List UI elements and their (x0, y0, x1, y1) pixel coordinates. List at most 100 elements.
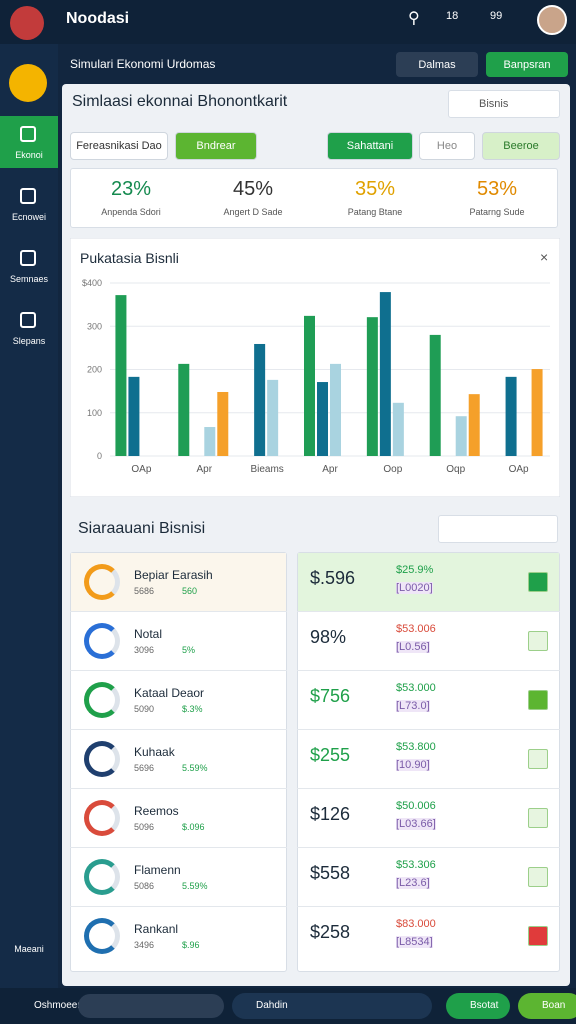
bar (304, 315, 315, 456)
bar (531, 369, 543, 456)
y-tick-label: $400 (82, 278, 102, 288)
dropdown[interactable]: Bisnis (448, 90, 560, 118)
breadcrumb: Simulari Ekonomi Urdomas (70, 57, 216, 71)
divider (70, 788, 287, 789)
divider (70, 670, 287, 671)
x-tick-label: Apr (197, 464, 213, 475)
gauge (84, 859, 120, 895)
row-top: $53.006 (396, 623, 436, 635)
bar (317, 382, 328, 456)
filter-button[interactable]: Bndrear (175, 132, 257, 160)
chart: Pukatasia Bisnli × $400 300 200 100 0 OAp Apr B… (70, 238, 560, 497)
footer-item[interactable]: Oshmoeen (34, 1000, 83, 1011)
bar (178, 363, 190, 456)
sidebar-item[interactable]: Ekonoi (0, 116, 58, 168)
dropdown[interactable] (438, 515, 558, 543)
header: Noodasi ⚲ 18 99 (0, 0, 576, 44)
filter-button[interactable]: Sahattani (327, 132, 413, 160)
x-tick-label: Oop (383, 464, 402, 475)
stat-label: Patang Btane (347, 207, 403, 217)
stat-value: 23% (110, 178, 152, 200)
footer-item[interactable]: Boan (518, 993, 576, 1019)
sidebar-icon (20, 250, 36, 266)
row-button[interactable] (528, 690, 548, 710)
footer-input[interactable] (78, 994, 224, 1018)
row-top: $53.306 (396, 859, 436, 871)
stat-label: Patarng Sude (469, 207, 525, 217)
y-tick-label: 0 (97, 451, 102, 461)
bar (204, 427, 216, 456)
sidebar-item[interactable]: Slepans (12, 336, 46, 346)
row-button[interactable] (528, 631, 548, 651)
sidebar-icon (20, 312, 36, 328)
section-title: Siaraauani Bisnisi (78, 520, 206, 537)
row-stat: $.096 (182, 822, 205, 832)
row-bottom: [L8534] (396, 936, 433, 948)
badge[interactable]: 18 (446, 10, 459, 22)
bar (379, 292, 391, 456)
row-name: Kataal Deaor (134, 686, 205, 700)
row-button[interactable] (528, 808, 548, 828)
bar (366, 317, 378, 456)
sidebar-logo (9, 64, 47, 102)
bar (115, 295, 127, 456)
divider (70, 906, 287, 907)
row-name: Flamenn (134, 863, 181, 877)
stat-value: 53% (476, 178, 518, 200)
row-name: Kuhaak (134, 745, 175, 759)
row-stat: 5086 (134, 881, 155, 891)
logo (10, 6, 44, 40)
row-value: $756 (310, 686, 351, 706)
avatar[interactable] (537, 5, 567, 35)
row-button[interactable] (528, 926, 548, 946)
row-stat: 5% (182, 645, 196, 655)
sidebar-item[interactable]: Maeani (14, 944, 44, 954)
row-bottom: [L0020] (396, 582, 433, 594)
row-button[interactable] (528, 572, 548, 592)
row-stat: 5696 (134, 763, 155, 773)
bar (468, 394, 480, 456)
row-value: $.596 (310, 568, 356, 588)
footer-item[interactable]: Bsotat (446, 993, 510, 1019)
sidebar-item[interactable]: Semnaes (9, 274, 49, 284)
divider (297, 729, 560, 730)
filter-button[interactable]: Beeroe (482, 132, 560, 160)
row-value: $558 (310, 863, 351, 883)
row-button[interactable] (528, 867, 548, 887)
button[interactable]: Dalmas (396, 52, 478, 77)
divider (70, 729, 287, 730)
row-button[interactable] (528, 749, 548, 769)
row-stat: 5.59% (182, 763, 208, 773)
bar (505, 376, 517, 456)
row-name: Rankanl (134, 922, 179, 936)
search[interactable]: ⚲ (408, 10, 420, 27)
divider (297, 611, 560, 612)
bar (392, 402, 404, 456)
bar (217, 391, 229, 456)
button[interactable]: Banpsran (486, 52, 568, 77)
filter-button[interactable]: Fereasnikasi Dao (70, 132, 168, 160)
stat-value: 45% (232, 178, 274, 200)
sidebar-item[interactable]: Ecnowei (11, 212, 47, 222)
row-top: $50.006 (396, 800, 436, 812)
close[interactable]: × (540, 249, 548, 265)
divider (297, 670, 560, 671)
gauge (84, 564, 120, 600)
row-stat: 3096 (134, 645, 155, 655)
row-bottom: [L03.66] (396, 818, 436, 830)
gauge (84, 682, 120, 718)
filter-button[interactable]: Heo (419, 132, 475, 160)
divider (297, 847, 560, 848)
badge[interactable]: 99 (490, 10, 503, 22)
x-tick-label: Bieams (250, 464, 283, 475)
row-top: $53.000 (396, 682, 436, 694)
x-tick-label: OAp (131, 464, 151, 475)
divider (70, 847, 287, 848)
gauge (84, 800, 120, 836)
stats-card (70, 168, 558, 228)
panel-title: Simlaasi ekonnai Bhonontkarit (72, 93, 288, 110)
brand: Noodasi (66, 10, 130, 27)
row-name: Notal (134, 627, 163, 641)
footer-item[interactable]: Dahdin (232, 993, 432, 1019)
row-stat: 5686 (134, 586, 155, 596)
